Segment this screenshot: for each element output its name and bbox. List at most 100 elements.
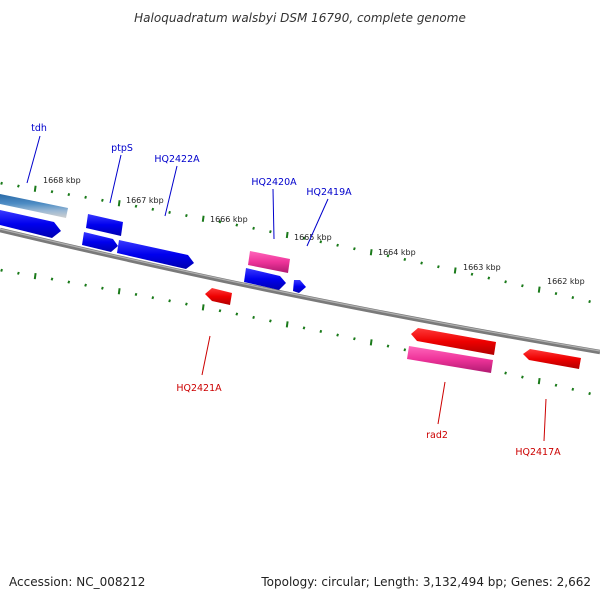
outer-tick: [453, 267, 457, 274]
inner-tick: [218, 309, 222, 313]
genome-summary-text: Topology: circular; Length: 3,132,494 bp…: [260, 575, 591, 589]
inner-tick: [33, 272, 37, 280]
outer-tick: [134, 204, 138, 208]
label-HQ2417A[interactable]: HQ2417A: [515, 447, 561, 458]
gene-ptpS[interactable]: [86, 214, 123, 236]
inner-tick: [537, 377, 541, 385]
outer-tick: [588, 299, 591, 304]
scale-label-1662: 1662 kbp: [547, 277, 585, 286]
outer-tick: [353, 247, 356, 251]
outer-tick: [235, 223, 239, 227]
inner-tick: [185, 302, 188, 306]
outer-tick: [33, 185, 37, 192]
gene-rad2[interactable]: [407, 346, 493, 373]
outer-tick: [17, 184, 20, 188]
label-rad2[interactable]: rad2: [426, 430, 448, 441]
label-HQ2420A[interactable]: HQ2420A: [251, 177, 297, 188]
inner-tick: [0, 268, 3, 272]
inner-tick: [588, 391, 591, 396]
genome-backbone-highlight: [0, 228, 600, 352]
leader-rad2: [437, 381, 446, 425]
accession-text: Accession: NC_008212: [9, 575, 145, 589]
gene-forward-left-edge[interactable]: [0, 210, 61, 238]
inner-tick: [302, 326, 306, 330]
outer-tick-ring: [0, 181, 591, 304]
outer-tick: [302, 236, 306, 240]
outer-tick: [117, 200, 121, 207]
outer-tick: [319, 240, 323, 244]
label-tdh[interactable]: tdh: [31, 123, 47, 134]
inner-tick: [336, 333, 339, 337]
outer-tick: [420, 261, 423, 265]
gene-forward-small[interactable]: [82, 232, 118, 252]
label-ptpS[interactable]: ptpS: [111, 143, 133, 154]
scale-label-1666: 1666 kbp: [210, 215, 248, 224]
outer-tick: [67, 192, 71, 197]
gene-HQ2421A[interactable]: [205, 288, 232, 305]
outer-tick: [0, 181, 3, 185]
outer-tick: [470, 272, 474, 276]
gene-forward-mid[interactable]: [244, 268, 286, 290]
outer-tick: [168, 210, 171, 215]
gene-HQ2422A[interactable]: [117, 240, 194, 269]
outer-tick: [185, 213, 188, 218]
outer-tick: [571, 295, 575, 300]
leader-tdh: [26, 135, 41, 184]
leader-HQ2420A: [272, 188, 275, 240]
outer-tick: [285, 231, 289, 239]
inner-tick: [353, 337, 356, 341]
label-leaders: [26, 135, 547, 442]
scale-label-1664: 1664 kbp: [378, 248, 416, 257]
inner-tick: [101, 286, 104, 290]
outer-tick: [487, 276, 491, 280]
gene-reverse-large[interactable]: [411, 328, 496, 355]
outer-tick: [437, 265, 440, 269]
label-HQ2421A[interactable]: HQ2421A: [176, 383, 222, 394]
inner-tick: [504, 371, 507, 375]
outer-tick: [537, 286, 541, 293]
inner-tick: [386, 344, 390, 348]
inner-tick: [252, 315, 255, 320]
inner-tick: [403, 348, 407, 352]
inner-tick: [285, 321, 289, 328]
leader-HQ2419A: [306, 198, 329, 247]
leader-HQ2417A: [543, 398, 547, 442]
inner-tick: [50, 277, 54, 281]
scale-label-1667: 1667 kbp: [126, 196, 164, 205]
scale-labels: 1668 kbp 1667 kbp 1666 kbp 1665 kbp 1664…: [43, 176, 585, 286]
outer-tick: [201, 215, 205, 222]
outer-tick: [84, 195, 87, 199]
inner-tick: [168, 299, 171, 303]
inner-tick-ring: [0, 268, 591, 396]
inner-tick: [235, 312, 239, 316]
inner-tick: [369, 339, 373, 346]
map-title: Haloquadratum walsbyi DSM 16790, complet…: [134, 11, 466, 25]
genome-backbone: [0, 227, 600, 355]
outer-tick: [50, 190, 54, 194]
outer-tick: [403, 257, 407, 262]
inner-tick: [134, 292, 138, 297]
inner-tick: [521, 375, 524, 379]
forward-gene-labels: tdh ptpS HQ2422A HQ2420A HQ2419A: [31, 123, 352, 198]
scale-label-1668: 1668 kbp: [43, 176, 81, 185]
leader-HQ2421A: [201, 335, 211, 376]
label-HQ2422A[interactable]: HQ2422A: [154, 154, 200, 165]
outer-tick: [269, 230, 272, 234]
leader-ptpS: [109, 154, 122, 204]
inner-tick: [84, 283, 87, 287]
label-HQ2419A[interactable]: HQ2419A: [306, 187, 352, 198]
outer-tick: [369, 249, 373, 256]
gene-HQ2419A[interactable]: [293, 280, 306, 293]
outer-tick: [521, 284, 524, 288]
inner-tick: [554, 383, 558, 387]
gene-HQ2420A[interactable]: [248, 251, 290, 273]
outer-tick: [554, 291, 558, 296]
outer-tick: [386, 254, 390, 258]
gene-tdh[interactable]: [0, 194, 68, 218]
inner-tick: [319, 329, 323, 334]
outer-tick: [504, 280, 507, 284]
inner-tick: [269, 319, 272, 323]
gene-HQ2417A[interactable]: [523, 349, 581, 369]
outer-tick: [101, 198, 104, 202]
inner-tick: [201, 304, 205, 311]
